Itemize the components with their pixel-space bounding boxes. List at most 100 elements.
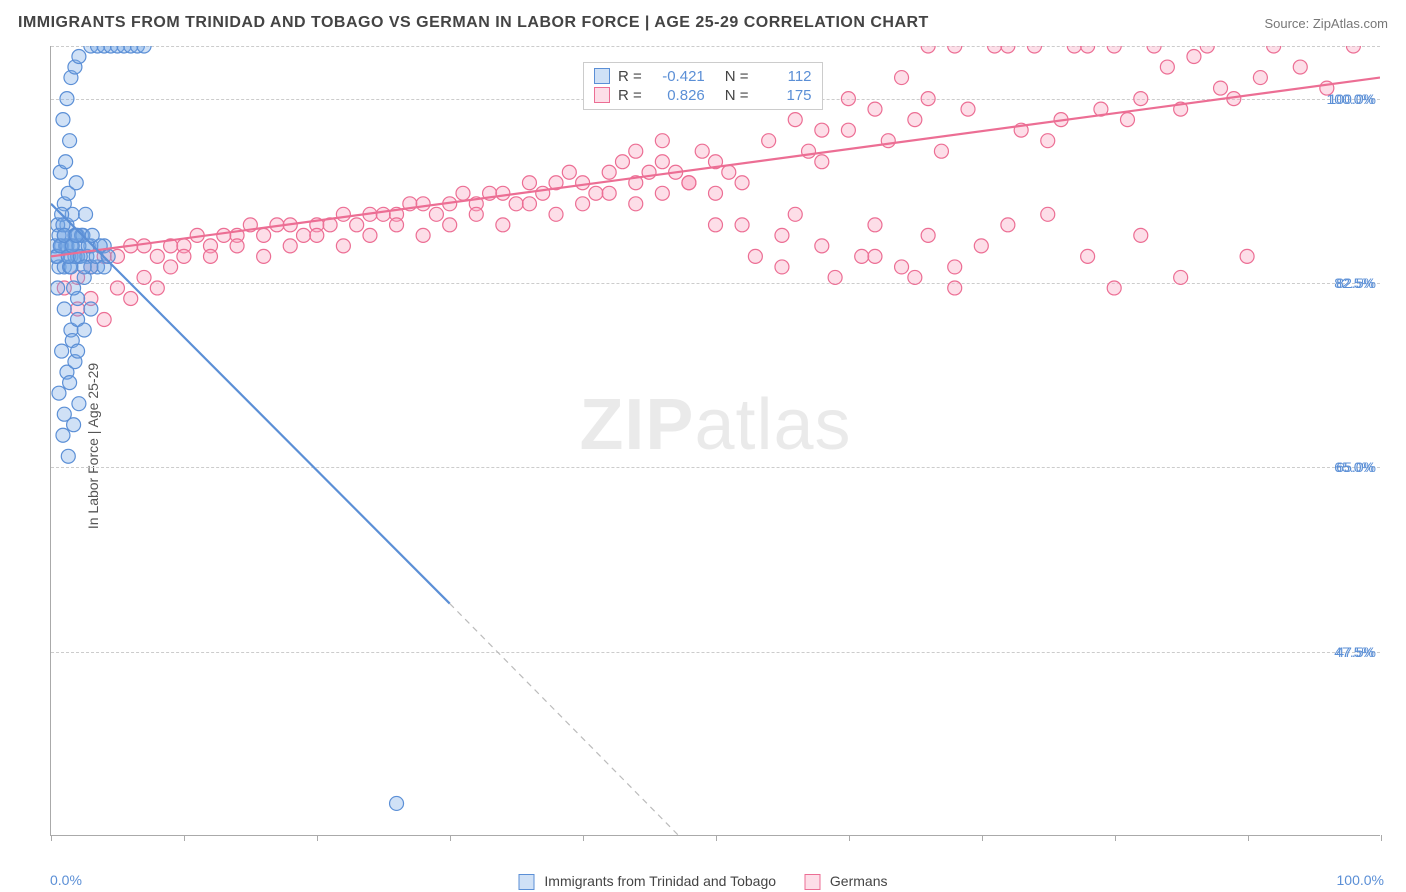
data-point [655,186,669,200]
data-point [948,281,962,295]
data-point [1200,46,1214,53]
data-point [1027,46,1041,53]
data-point [522,197,536,211]
data-point [1174,270,1188,284]
data-point [456,186,470,200]
data-point [562,165,576,179]
data-point [1160,60,1174,74]
trend-line-trinidad-extrapolated [450,604,782,835]
header: IMMIGRANTS FROM TRINIDAD AND TOBAGO VS G… [18,8,1388,38]
legend-n-label: N = [725,68,749,85]
correlation-legend: R = -0.421 N = 112 R = 0.826 N = 175 [583,62,823,110]
data-point [97,313,111,327]
data-point [815,123,829,137]
data-point [52,386,66,400]
data-point [629,197,643,211]
data-point [908,270,922,284]
data-point [855,249,869,263]
data-point [629,144,643,158]
data-point [1267,46,1281,53]
data-point [56,113,70,127]
data-point [934,144,948,158]
data-point [390,796,404,810]
data-point [56,428,70,442]
x-tick-0: 0.0% [50,872,82,888]
data-point [655,155,669,169]
data-point [775,228,789,242]
data-point [655,134,669,148]
data-point [1346,46,1360,53]
data-point [336,239,350,253]
data-point [60,92,74,106]
data-point [67,281,81,295]
data-point [1001,218,1015,232]
data-point [376,207,390,221]
data-point [735,176,749,190]
plot-area: ZIPatlas R = -0.421 N = 112 R = 0.826 N … [50,46,1380,836]
x-tick [1248,835,1249,841]
data-point [602,165,616,179]
data-point [1107,46,1121,53]
data-point [709,186,723,200]
data-point [55,344,69,358]
data-point [1134,228,1148,242]
x-tick [184,835,185,841]
data-point [522,176,536,190]
series-legend: Immigrants from Trinidad and Tobago Germ… [519,873,888,890]
legend-row: R = 0.826 N = 175 [594,86,812,105]
data-point [1107,281,1121,295]
data-point [63,376,77,390]
legend-label-german: Germans [830,873,888,889]
data-point [1147,46,1161,53]
data-point [868,102,882,116]
data-point [615,155,629,169]
legend-swatch-german [804,874,820,890]
data-point [762,134,776,148]
data-point [416,197,430,211]
x-tick [450,835,451,841]
data-point [1293,60,1307,74]
data-point [69,176,83,190]
legend-r-label: R = [618,87,642,104]
data-point [549,207,563,221]
data-point [828,270,842,284]
data-point [775,260,789,274]
data-point [576,176,590,190]
x-tick [716,835,717,841]
data-point [150,281,164,295]
data-point [709,218,723,232]
data-point [390,218,404,232]
data-point [59,155,73,169]
data-point [310,228,324,242]
data-point [72,50,86,64]
trend-line-trinidad [51,204,450,604]
data-point [895,260,909,274]
data-point [921,46,935,53]
data-point [51,281,65,295]
legend-label-trinidad: Immigrants from Trinidad and Tobago [544,873,776,889]
data-point [203,249,217,263]
data-point [443,218,457,232]
data-point [815,239,829,253]
data-point [948,260,962,274]
data-point [350,218,364,232]
legend-n-value: 175 [757,87,812,104]
legend-item-trinidad: Immigrants from Trinidad and Tobago [519,873,777,890]
x-tick-100: 100.0% [1337,872,1384,888]
data-point [217,228,231,242]
legend-swatch [594,87,610,103]
data-point [841,92,855,106]
chart-svg [51,46,1380,835]
data-point [1134,92,1148,106]
data-point [748,249,762,263]
data-point [1214,81,1228,95]
x-tick [849,835,850,841]
chart-title: IMMIGRANTS FROM TRINIDAD AND TOBAGO VS G… [18,14,929,32]
data-point [137,239,151,253]
data-point [841,123,855,137]
data-point [908,113,922,127]
x-tick [51,835,52,841]
data-point [57,302,71,316]
x-tick [1381,835,1382,841]
legend-r-label: R = [618,68,642,85]
